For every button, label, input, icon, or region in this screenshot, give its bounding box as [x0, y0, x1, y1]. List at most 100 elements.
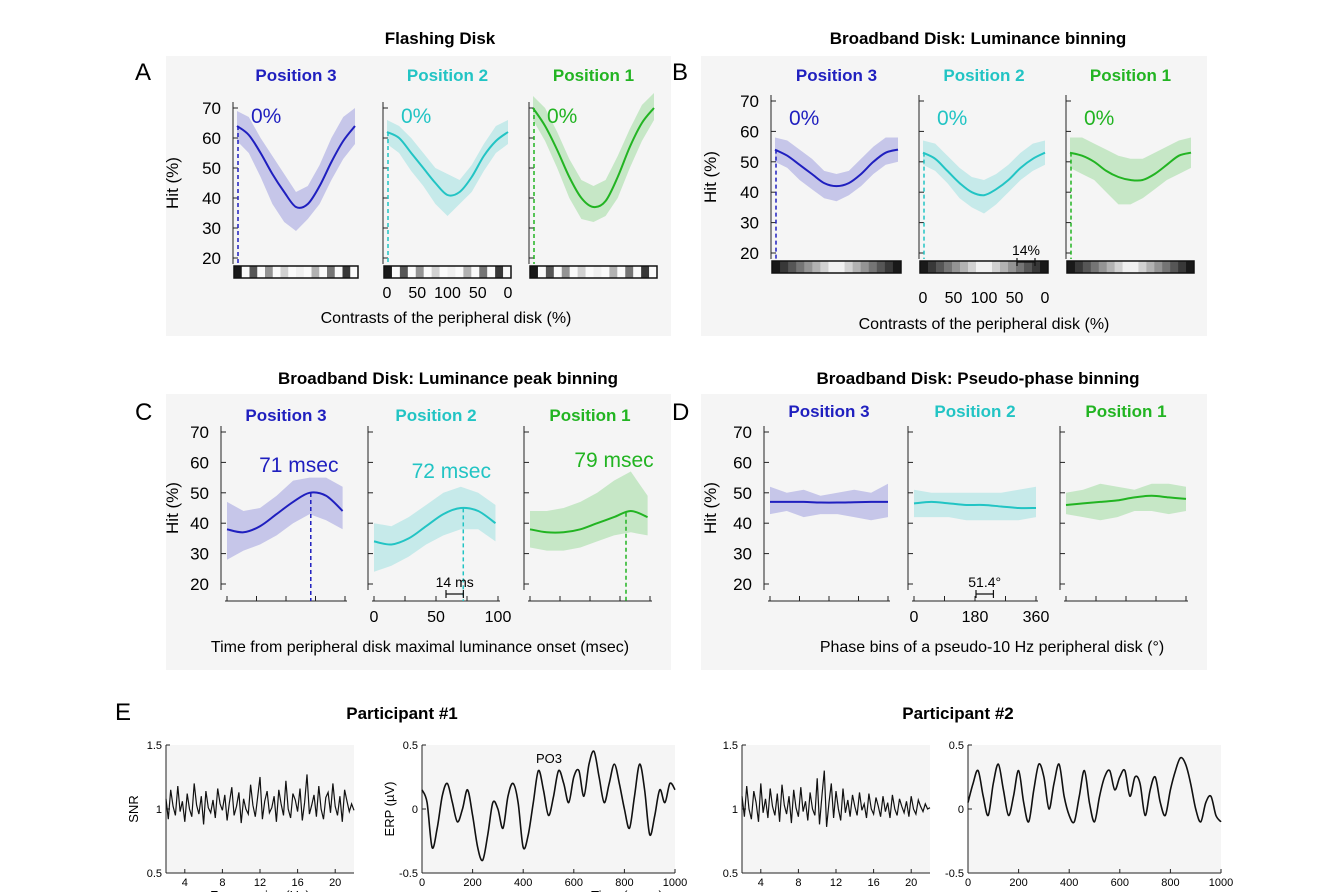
panel-a-s1-y-tick-label: 30 — [202, 219, 221, 238]
panel-c-peak-label: 79 msec — [574, 449, 653, 472]
panel-label-c: C — [135, 399, 152, 426]
panel-b-contrast-bar-cell — [984, 261, 993, 273]
panel-b-contrast-bar-frame — [771, 260, 902, 274]
panel-b-contrast-bar-cell — [820, 261, 829, 273]
panel-a-title: Flashing Disk — [385, 29, 496, 48]
panel-b-contrast-bar-cell — [796, 261, 805, 273]
participant-2-erp-x-tick-label: 1000 — [1209, 877, 1233, 889]
panel-a-background — [166, 56, 671, 336]
panel-b-s1-y-tick-label: 30 — [740, 214, 759, 233]
panel-b-series-name: Position 2 — [943, 66, 1024, 85]
panel-a-x-tick-label: 0 — [383, 285, 392, 302]
participant-1-snr-trace — [165, 774, 355, 825]
participant-2-erp-x-tick-label: 0 — [965, 877, 971, 889]
panel-b-contrast-bar-cell — [960, 261, 969, 273]
panel-a-series-line — [386, 131, 509, 197]
panel-b-contrast-bar-frame — [1066, 260, 1195, 274]
panel-b-contrast-bar-cell — [836, 261, 846, 273]
panel-a-contrast-bar-cell — [249, 266, 258, 278]
panel-a-x-tick-label: 100 — [434, 285, 461, 302]
panel-a-contrast-bar-cell — [272, 266, 281, 278]
panel-a-s1-y-tick-label: 60 — [202, 129, 221, 148]
panel-b-contrast-bar-cell — [868, 261, 878, 273]
panel-b-contrast-bar-cell — [968, 261, 977, 273]
participant-1-erp-xlabel: Time (msec) — [591, 888, 663, 892]
panel-c-s1-y-tick-label: 50 — [190, 484, 209, 503]
panel-a-s1-y-tick-label: 70 — [202, 99, 221, 118]
panel-c-s1-y-tick-label: 20 — [190, 575, 209, 594]
panel-b-s1-y-tick-label: 20 — [740, 244, 759, 263]
panel-a-contrast-bar-cell — [342, 266, 351, 278]
participant-1-erp-x-tick-label: 0 — [419, 877, 425, 889]
panel-b-contrast-bar-cell — [1106, 261, 1116, 273]
panel-a-contrast-bar-frame — [529, 265, 658, 279]
participant-1-erp-x-tick-label: 1000 — [663, 877, 687, 889]
participant-2-snr-x-tick-label: 12 — [830, 877, 842, 889]
panel-a-contrast-bar-cell — [327, 266, 336, 278]
panel-d-scalebar-label: 51.4° — [968, 574, 1001, 590]
participant-2-snr-y-tick-label: 0.5 — [723, 868, 738, 880]
panel-b-contrast-bar-cell — [852, 261, 862, 273]
participant-1-snr-x-tick-label: 20 — [329, 877, 341, 889]
panel-a-ci-band — [387, 120, 508, 216]
panel-a-series-line — [236, 125, 356, 209]
panel-a-x-tick-label: 0 — [504, 285, 513, 302]
panel-b-series-line — [922, 151, 1046, 197]
panel-a-contrast-bar-cell — [545, 266, 555, 278]
panel-d-title: Broadband Disk: Pseudo-phase binning — [816, 369, 1139, 388]
panel-a-annotation: 0% — [401, 105, 431, 128]
panel-d-series-line — [913, 500, 1037, 510]
panel-a-x-tick-label: 50 — [408, 285, 426, 302]
panel-b-contrast-bar-cell — [1146, 261, 1155, 273]
panel-a-contrast-bar-cell — [487, 266, 496, 278]
participant-1-erp-y-tick-label: -0.5 — [399, 868, 418, 880]
panel-b-contrast-bar-cell — [828, 261, 837, 273]
panel-b-contrast-bar-cell — [1114, 261, 1124, 273]
panel-b-contrast-bar-cell — [1178, 261, 1187, 273]
participant-1-erp-y-tick-label: 0 — [412, 804, 418, 816]
panel-b-x-tick-label: 0 — [919, 290, 928, 307]
panel-a-contrast-bar-cell — [407, 266, 417, 278]
participant-1-erp-channel: PO3 — [536, 751, 562, 766]
panel-b-contrast-bar-cell — [812, 261, 821, 273]
panel-b-s1-y-tick-label: 50 — [740, 153, 759, 172]
panel-d-series-line — [1065, 494, 1187, 506]
panel-d-series-name: Position 2 — [934, 402, 1015, 421]
panel-a-contrast-bar-frame — [233, 265, 359, 279]
panel-a-contrast-bar-cell — [439, 266, 448, 278]
panel-b-ci-band — [923, 140, 1045, 214]
panel-c-s1-y-tick-label: 70 — [190, 423, 209, 442]
panel-a-contrast-bar-cell — [288, 266, 297, 278]
participant-2-snr-background — [742, 745, 930, 873]
panel-c-scalebar-label: 14 ms — [436, 574, 474, 590]
panel-a-contrast-bar-cell — [617, 266, 626, 278]
panel-b-contrast-bar-cell — [1016, 261, 1025, 273]
panel-a-contrast-bar-cell — [391, 266, 401, 278]
participant-1-snr-y-tick-label: 0.5 — [147, 868, 162, 880]
panel-a-contrast-bar-cell — [479, 266, 488, 278]
panel-a-contrast-bar-cell — [455, 266, 464, 278]
panel-a-contrast-bar-cell — [303, 266, 312, 278]
panel-c-x-tick-label: 0 — [370, 609, 379, 626]
participant-2-erp-x-tick-label: 800 — [1161, 877, 1179, 889]
panel-d-s1-y-tick-label: 70 — [733, 423, 752, 442]
panel-a-series-line — [532, 107, 655, 209]
panel-b-contrast-bar-cell — [1082, 261, 1092, 273]
panel-a-contrast-bar-cell — [319, 266, 328, 278]
panel-d-xlabel: Phase bins of a pseudo-10 Hz peripheral … — [820, 639, 1164, 656]
participant-1-erp-y-tick-label: 0.5 — [403, 740, 418, 752]
participant-2-snr-x-tick-label: 4 — [758, 877, 764, 889]
panel-d-s1-y-tick-label: 30 — [733, 545, 752, 564]
panel-a-annotation: 0% — [251, 105, 281, 128]
panel-a-contrast-bar-cell — [503, 266, 512, 278]
panel-a-annotation: 0% — [547, 105, 577, 128]
panel-a-contrast-bar-cell — [495, 266, 504, 278]
panel-b-s1-y-tick-label: 70 — [740, 92, 759, 111]
panel-c-x-tick-label: 100 — [485, 609, 512, 626]
panel-b-contrast-bar-cell — [1130, 261, 1139, 273]
panel-d-s1-y-tick-label: 20 — [733, 575, 752, 594]
panel-a-contrast-bar-cell — [463, 266, 472, 278]
panel-b-contrast-bar-frame — [919, 260, 1049, 274]
panel-a-contrast-bar-cell — [431, 266, 441, 278]
